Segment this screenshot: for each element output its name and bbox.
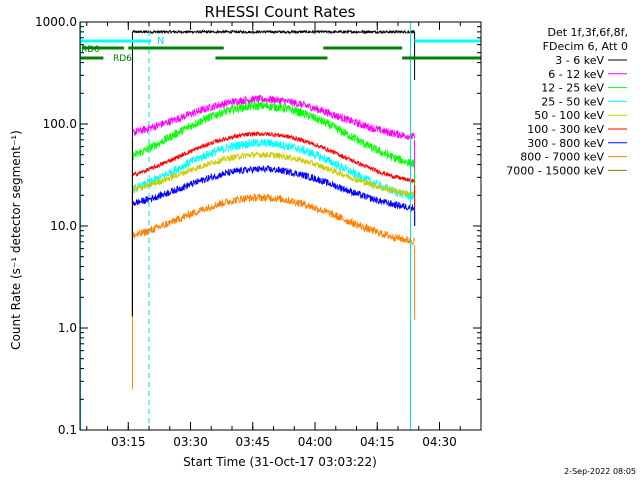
x-tick-label: 03:45 bbox=[235, 435, 270, 449]
series-line bbox=[132, 151, 415, 198]
series-line bbox=[132, 164, 415, 212]
legend: Det 1f,3f,6f,8f,FDecim 6, Att 03 - 6 keV… bbox=[506, 26, 628, 177]
series-line bbox=[132, 94, 415, 140]
series-line bbox=[132, 138, 415, 201]
legend-entry-label: 3 - 6 keV bbox=[555, 54, 604, 67]
legend-entry-label: 300 - 800 keV bbox=[527, 137, 604, 150]
legend-entry-label: 800 - 7000 keV bbox=[520, 151, 604, 164]
y-tick-label: 1.0 bbox=[58, 321, 77, 335]
y-tick-label: 100.0 bbox=[43, 117, 77, 131]
x-axis-label: Start Time (31-Oct-17 03:03:22) bbox=[183, 455, 377, 469]
legend-entry-label: 6 - 12 keV bbox=[548, 68, 604, 81]
legend-entry-label: 12 - 25 keV bbox=[541, 82, 604, 95]
x-tick-label: 04:15 bbox=[360, 435, 395, 449]
series-line bbox=[132, 101, 415, 168]
series-lines bbox=[131, 29, 416, 390]
legend-header-line: Det 1f,3f,6f,8f, bbox=[547, 26, 628, 39]
y-tick-label: 10.0 bbox=[50, 219, 77, 233]
x-tick-label: 04:00 bbox=[298, 435, 333, 449]
rd0-label: RD0 bbox=[81, 45, 100, 55]
x-tick-label: 03:30 bbox=[173, 435, 208, 449]
y-axis-ticks: 0.1 1.0 10.0 100.0 1000.0 bbox=[35, 15, 481, 437]
rd6-label: RD6 bbox=[113, 54, 132, 64]
legend-header-line: FDecim 6, Att 0 bbox=[543, 40, 628, 53]
footer-date: 2-Sep-2022 08:05 bbox=[564, 467, 636, 476]
y-axis-label: Count Rate (s⁻¹ detector segment⁻¹) bbox=[9, 130, 23, 350]
y-tick-label: 0.1 bbox=[58, 423, 77, 437]
series-line bbox=[132, 29, 415, 35]
x-tick-label: 03:15 bbox=[111, 435, 146, 449]
y-tick-label: 1000.0 bbox=[35, 15, 77, 29]
legend-entry-label: 50 - 100 keV bbox=[534, 109, 604, 122]
legend-entry-label: 25 - 50 keV bbox=[541, 95, 604, 108]
series-line bbox=[132, 130, 415, 184]
series-line bbox=[132, 193, 415, 246]
n-label: N bbox=[157, 36, 164, 47]
legend-entry-label: 7000 - 15000 keV bbox=[506, 164, 604, 177]
x-axis-ticks: 03:15 03:30 03:45 04:00 04:15 04:30 bbox=[86, 22, 482, 449]
chart-title: RHESSI Count Rates bbox=[205, 3, 356, 21]
x-tick-label: 04:30 bbox=[422, 435, 457, 449]
legend-entry-label: 100 - 300 keV bbox=[527, 123, 604, 136]
